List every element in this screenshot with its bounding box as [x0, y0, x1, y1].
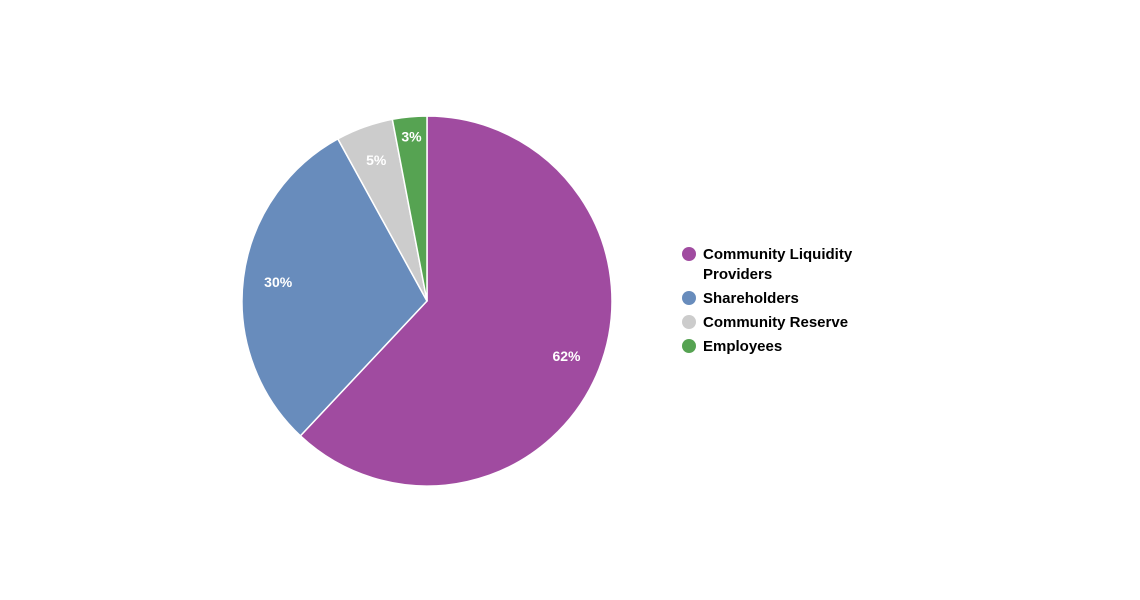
legend-item[interactable]: Community Reserve [682, 313, 902, 333]
legend-label: Shareholders [703, 290, 799, 307]
slice-value-label: 30% [264, 274, 293, 290]
legend-item[interactable]: Shareholders [682, 289, 902, 309]
pie-slice-shareholders[interactable] [241, 137, 428, 437]
pie-slice-community-liquidity-providers[interactable] [299, 115, 613, 487]
legend-swatch-icon [682, 339, 696, 353]
legend-label: Employees [703, 338, 783, 355]
slice-value-label: 5% [366, 152, 387, 168]
slice-value-label: 3% [401, 129, 422, 145]
legend-swatch-icon [682, 315, 696, 329]
legend-label: Community Reserve [703, 314, 849, 331]
legend-item[interactable]: Community Liquidity Providers [682, 245, 902, 285]
pie-slice-employees[interactable] [391, 115, 428, 302]
legend-label: Community Liquidity Providers [703, 246, 853, 283]
slice-value-label: 62% [552, 348, 581, 364]
legend-item[interactable]: Employees [682, 337, 902, 357]
legend: Community Liquidity Providers Shareholder… [682, 245, 902, 361]
legend-swatch-icon [682, 247, 696, 261]
legend-swatch-icon [682, 291, 696, 305]
